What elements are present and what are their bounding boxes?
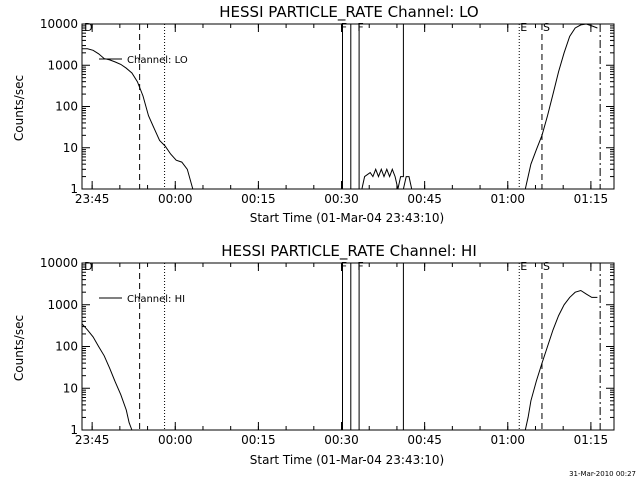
series-line [402,176,413,190]
event-marker-label: E [520,21,527,34]
series-line [339,263,343,431]
x-tick-label: 00:30 [324,433,359,447]
series-line [524,23,598,190]
y-tick-label: 100 [55,100,78,114]
event-marker-label: S [543,260,550,273]
chart-title: HESSI PARTICLE_RATE Channel: HI [221,242,477,261]
y-axis-label: Counts/sec [12,315,26,381]
chart-panel-lo: HESSI PARTICLE_RATE Channel: LO Counts/s… [12,3,615,225]
series-line [82,48,194,190]
series-line [350,24,354,190]
x-axis-label: Start Time (01-Mar-04 23:43:10) [250,211,444,225]
y-tick-label: 10 [63,141,78,155]
series-line [356,263,404,431]
x-tick-label: 01:15 [574,192,609,206]
chart-panel-hi: HESSI PARTICLE_RATE Channel: HI Counts/s… [12,242,615,467]
y-tick-label: 1 [70,182,78,196]
x-tick-label: 00:00 [158,433,193,447]
event-marker-label: S [543,21,550,34]
y-tick-label: 1000 [47,58,78,72]
legend-label: Channel: HI [127,294,185,305]
x-tick-label: 00:15 [241,192,276,206]
y-tick-label: 1 [70,423,78,437]
y-tick-label: 10 [63,381,78,395]
x-tick-label: 00:45 [407,192,442,206]
event-marker-label: F [357,260,363,273]
series-line [356,24,404,190]
plot-frame [81,23,615,190]
plot-frame [81,262,615,431]
y-axis-label: Counts/sec [12,75,26,141]
y-tick-label: 100 [55,340,78,354]
x-tick-label: 23:45 [75,433,110,447]
x-tick-label: 01:00 [490,433,525,447]
y-tick-label: 10000 [40,256,78,270]
event-marker-label: D [84,21,92,34]
x-tick-label: 00:45 [407,433,442,447]
x-axis-label: Start Time (01-Mar-04 23:43:10) [250,453,444,467]
x-tick-label: 01:00 [490,192,525,206]
x-tick-label: 00:15 [241,433,276,447]
y-tick-label: 1000 [47,298,78,312]
chart-title: HESSI PARTICLE_RATE Channel: LO [219,3,478,22]
event-marker-label: F [341,260,347,273]
x-tick-label: 23:45 [75,192,110,206]
x-tick-label: 00:00 [158,192,193,206]
event-marker-label: F [341,21,347,34]
series-line [339,24,343,190]
series-line [81,323,133,431]
y-tick-label: 10000 [40,17,78,31]
legend-label: Channel: LO [127,55,188,66]
footer-timestamp: 31-Mar-2010 00:27 [569,470,636,478]
series-line [524,289,598,431]
event-marker-label: D [84,260,92,273]
series-line [350,263,354,431]
event-marker-label: F [357,21,363,34]
event-marker-label: E [520,260,527,273]
x-tick-label: 00:30 [324,192,359,206]
x-tick-label: 01:15 [574,433,609,447]
